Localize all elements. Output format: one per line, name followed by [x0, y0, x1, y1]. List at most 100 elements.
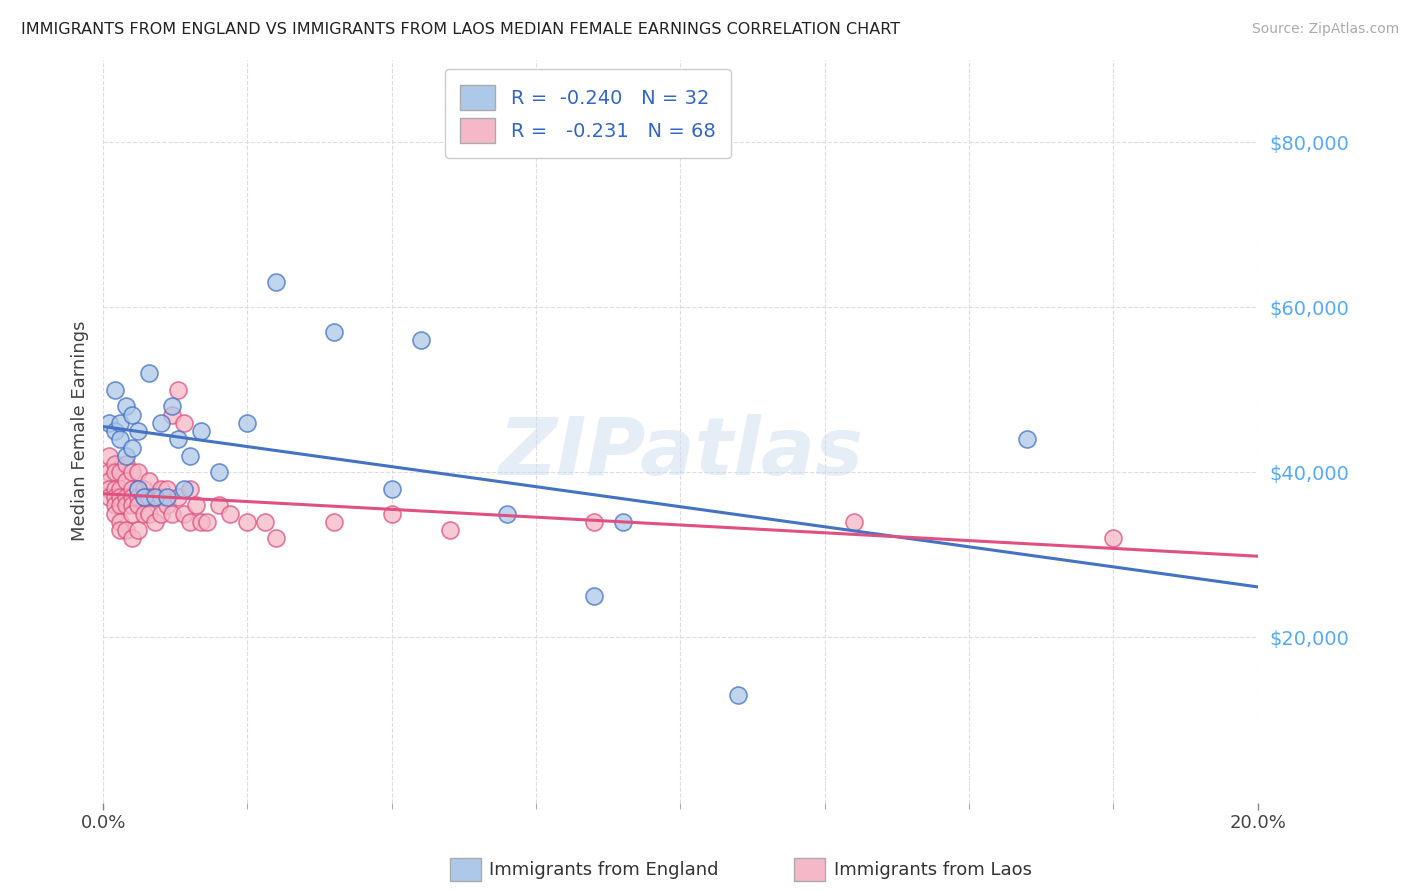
Point: [104, 466, 127, 480]
Point: [173, 482, 195, 496]
Point: [121, 507, 143, 521]
Point: [323, 325, 346, 339]
Point: [104, 424, 127, 438]
Point: [110, 416, 132, 430]
Point: [115, 400, 138, 414]
Point: [162, 507, 184, 521]
Point: [121, 490, 143, 504]
Point: [121, 466, 143, 480]
Point: [97, 416, 120, 430]
Point: [132, 490, 155, 504]
Point: [496, 507, 519, 521]
Point: [156, 499, 179, 513]
Point: [115, 523, 138, 537]
Point: [184, 499, 207, 513]
Point: [97, 482, 120, 496]
Point: [110, 499, 132, 513]
Point: [115, 490, 138, 504]
Point: [612, 515, 634, 529]
Point: [149, 482, 172, 496]
Point: [162, 400, 184, 414]
Point: [127, 490, 149, 504]
Point: [138, 367, 160, 381]
Point: [156, 482, 179, 496]
Point: [409, 333, 432, 347]
Point: [104, 482, 127, 496]
Point: [97, 449, 120, 463]
Point: [132, 490, 155, 504]
Point: [97, 466, 120, 480]
Point: [110, 482, 132, 496]
Point: [179, 515, 201, 529]
Point: [167, 383, 190, 397]
Point: [266, 276, 288, 290]
Point: [121, 532, 143, 546]
Point: [110, 523, 132, 537]
Point: [1015, 433, 1038, 447]
Point: [381, 482, 404, 496]
Point: [143, 490, 166, 504]
Point: [110, 433, 132, 447]
Point: [207, 466, 229, 480]
Point: [173, 416, 195, 430]
Point: [127, 466, 149, 480]
Point: [138, 490, 160, 504]
Text: IMMIGRANTS FROM ENGLAND VS IMMIGRANTS FROM LAOS MEDIAN FEMALE EARNINGS CORRELATI: IMMIGRANTS FROM ENGLAND VS IMMIGRANTS FR…: [21, 22, 900, 37]
Point: [97, 490, 120, 504]
Point: [162, 408, 184, 422]
Point: [104, 507, 127, 521]
Point: [439, 523, 461, 537]
Point: [115, 457, 138, 471]
Point: [132, 507, 155, 521]
Point: [173, 507, 195, 521]
Point: [143, 515, 166, 529]
Point: [381, 507, 404, 521]
Text: Immigrants from Laos: Immigrants from Laos: [834, 861, 1032, 879]
Point: [97, 474, 120, 488]
Point: [219, 507, 242, 521]
Point: [110, 490, 132, 504]
Point: [104, 499, 127, 513]
Point: [132, 482, 155, 496]
Point: [138, 507, 160, 521]
Point: [104, 490, 127, 504]
Point: [110, 466, 132, 480]
Point: [156, 490, 179, 504]
Text: Immigrants from England: Immigrants from England: [489, 861, 718, 879]
Point: [115, 474, 138, 488]
Point: [179, 449, 201, 463]
Point: [236, 416, 259, 430]
Point: [236, 515, 259, 529]
Point: [115, 499, 138, 513]
Point: [149, 416, 172, 430]
Y-axis label: Median Female Earnings: Median Female Earnings: [72, 321, 89, 541]
Point: [190, 424, 212, 438]
Point: [104, 383, 127, 397]
Point: [266, 532, 288, 546]
Point: [104, 457, 127, 471]
Point: [121, 441, 143, 455]
Point: [1102, 532, 1125, 546]
Point: [143, 490, 166, 504]
Point: [582, 515, 605, 529]
Point: [167, 490, 190, 504]
Point: [149, 507, 172, 521]
Text: ZIPatlas: ZIPatlas: [498, 415, 863, 492]
Point: [195, 515, 218, 529]
Point: [582, 589, 605, 603]
Point: [127, 523, 149, 537]
Point: [115, 449, 138, 463]
Point: [121, 482, 143, 496]
Point: [323, 515, 346, 529]
Point: [127, 482, 149, 496]
Point: [127, 482, 149, 496]
Point: [127, 424, 149, 438]
Point: [207, 499, 229, 513]
Point: [138, 474, 160, 488]
Point: [842, 515, 865, 529]
Point: [149, 490, 172, 504]
Point: [179, 482, 201, 496]
Point: [253, 515, 276, 529]
Point: [127, 499, 149, 513]
Point: [121, 408, 143, 422]
